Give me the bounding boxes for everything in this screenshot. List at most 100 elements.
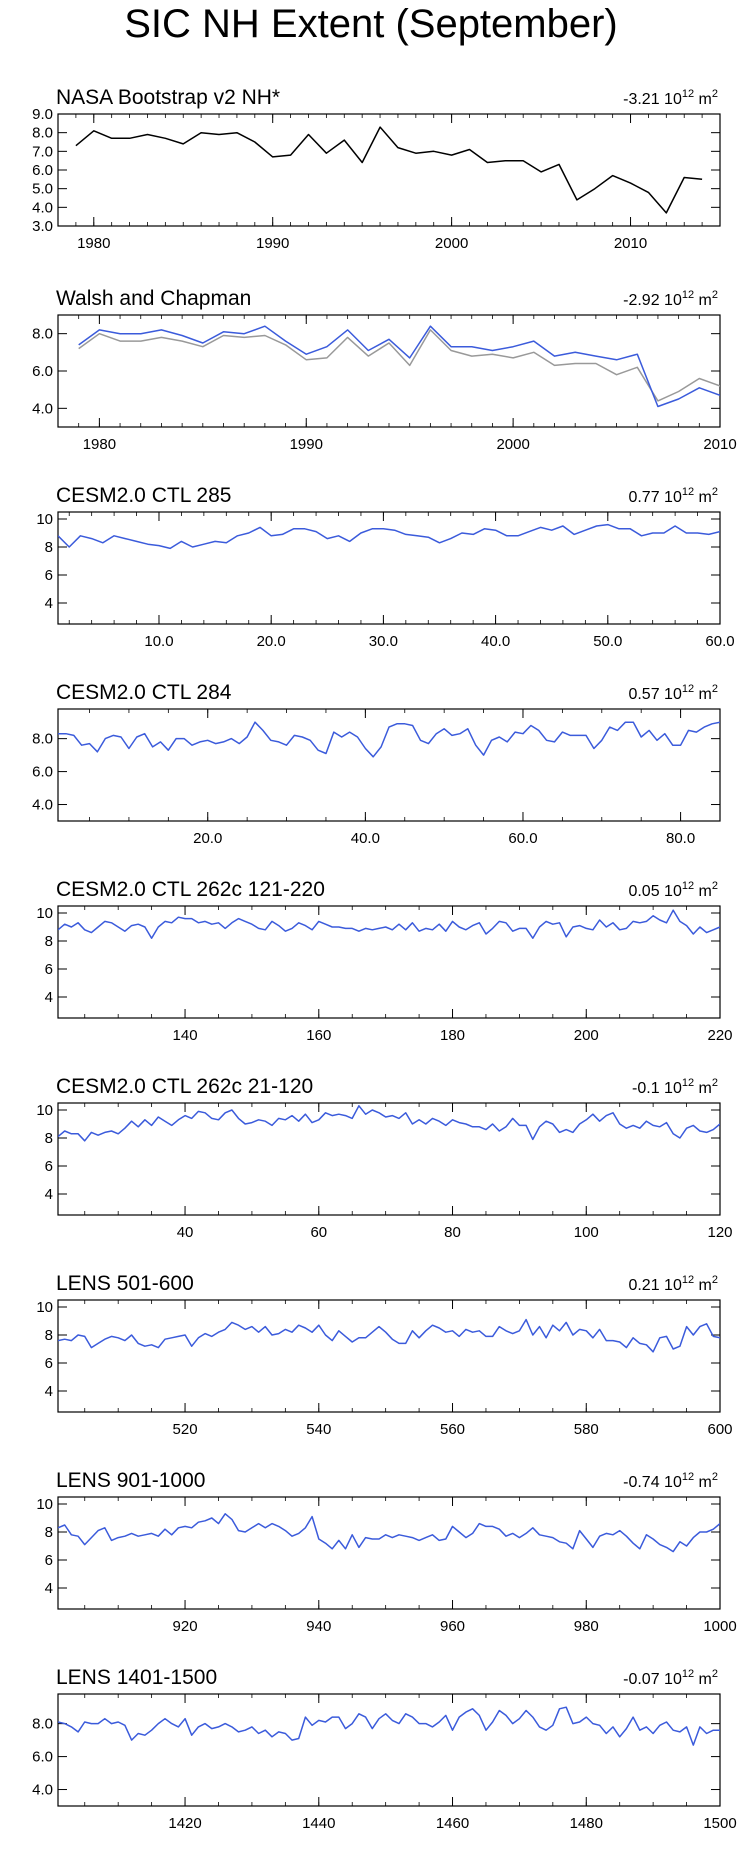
y-tick-label: 4.0: [32, 1782, 53, 1799]
trend-annotation: 0.05 1012 m2: [628, 880, 718, 900]
x-tick-label: 1480: [570, 1815, 603, 1828]
x-tick-label: 600: [707, 1421, 732, 1434]
x-tick-label: 580: [574, 1421, 599, 1434]
y-tick-label: 5.0: [32, 181, 53, 198]
series-line-1: [58, 523, 720, 550]
x-tick-label: 1990: [256, 235, 289, 252]
chart-title: CESM2.0 CTL 284: [56, 681, 232, 704]
plot-frame: [57, 113, 721, 227]
x-tick-label: 1440: [302, 1815, 335, 1828]
plot-frame: [57, 1496, 721, 1610]
y-tick-label: 4.0: [32, 199, 53, 216]
y-tick-label: 8.0: [32, 125, 53, 142]
chart-panel-6: CESM2.0 CTL 262c 21-120 -0.1 1012 m2 40 60 8…: [36, 1075, 732, 1237]
chart-title: CESM2.0 CTL 285: [56, 484, 231, 507]
y-tick-label: 6: [45, 1552, 53, 1569]
x-tick-label: 2000: [435, 235, 468, 252]
series-line-1: [58, 1513, 720, 1553]
y-tick-label: 4: [45, 1383, 53, 1400]
y-tick-label: 10: [36, 511, 53, 528]
y-tick-label: 6.0: [32, 363, 53, 380]
x-tick-label: 160: [306, 1027, 331, 1040]
x-tick-label: 40: [177, 1224, 194, 1237]
y-tick-label: 10: [36, 1102, 53, 1119]
x-tick-label: 560: [440, 1421, 465, 1434]
chart-title: LENS 1401-1500: [56, 1666, 217, 1689]
x-tick-label: 1980: [83, 436, 116, 449]
y-tick-label: 3.0: [32, 218, 53, 235]
chart-panel-9: LENS 1401-1500 -0.07 1012 m2 1420 1440 1460 1…: [32, 1666, 737, 1828]
y-tick-label: 8.0: [32, 1716, 53, 1733]
y-tick-label: 8.0: [32, 731, 53, 748]
x-tick-label: 60.0: [508, 830, 537, 843]
x-tick-label: 960: [440, 1618, 465, 1631]
x-tick-label: 980: [574, 1618, 599, 1631]
trend-annotation: -0.07 1012 m2: [623, 1668, 718, 1688]
chart-title: Walsh and Chapman: [56, 287, 251, 310]
trend-annotation: 0.77 1012 m2: [628, 486, 718, 506]
x-tick-label: 1980: [77, 235, 110, 252]
x-tick-label: 520: [173, 1421, 198, 1434]
series-line-1: [78, 329, 720, 402]
series-line-2: [78, 325, 720, 408]
trend-annotation: -0.74 1012 m2: [623, 1471, 718, 1491]
y-tick-label: 6: [45, 567, 53, 584]
trend-annotation: -2.92 1012 m2: [623, 289, 718, 309]
x-tick-label: 20.0: [257, 633, 286, 646]
trend-annotation: 0.21 1012 m2: [628, 1274, 718, 1294]
plot-frame: [57, 1102, 721, 1216]
x-tick-label: 60: [310, 1224, 327, 1237]
x-tick-label: 60.0: [705, 633, 734, 646]
chart-title: LENS 501-600: [56, 1272, 194, 1295]
chart-panel-4: CESM2.0 CTL 284 0.57 1012 m2 20.0 40.0 60.0 8…: [32, 681, 721, 843]
y-tick-label: 4: [45, 989, 53, 1006]
x-tick-label: 220: [707, 1027, 732, 1040]
y-tick-label: 8: [45, 933, 53, 950]
x-tick-label: 50.0: [593, 633, 622, 646]
x-tick-label: 40.0: [481, 633, 510, 646]
y-tick-label: 10: [36, 905, 53, 922]
chart-panel-5: CESM2.0 CTL 262c 121-220 0.05 1012 m2 140 1…: [36, 878, 732, 1040]
y-tick-label: 4: [45, 595, 53, 612]
plot-frame: [57, 1299, 721, 1413]
x-tick-label: 100: [574, 1224, 599, 1237]
y-tick-label: 6.0: [32, 764, 53, 781]
x-tick-label: 940: [306, 1618, 331, 1631]
plot-frame: [57, 708, 721, 822]
y-tick-label: 4.0: [32, 797, 53, 814]
y-tick-label: 4: [45, 1580, 53, 1597]
x-tick-label: 920: [173, 1618, 198, 1631]
y-tick-label: 8: [45, 1327, 53, 1344]
x-tick-label: 2010: [703, 436, 736, 449]
y-tick-label: 6: [45, 1355, 53, 1372]
chart-title: CESM2.0 CTL 262c 121-220: [56, 878, 325, 901]
x-tick-label: 40.0: [351, 830, 380, 843]
chart-panel-8: LENS 901-1000 -0.74 1012 m2 920 940 960 980 10…: [36, 1469, 736, 1631]
y-tick-label: 10: [36, 1496, 53, 1513]
series-line-1: [58, 721, 720, 758]
trend-annotation: -3.21 1012 m2: [623, 88, 718, 108]
x-tick-label: 2000: [496, 436, 529, 449]
y-tick-label: 6: [45, 1158, 53, 1175]
chart-title: NASA Bootstrap v2 NH*: [56, 86, 280, 109]
y-tick-label: 8: [45, 1524, 53, 1541]
chart-panel-1: NASA Bootstrap v2 NH* -3.21 1012 m2 1980 19…: [32, 86, 721, 252]
trend-annotation: -0.1 1012 m2: [632, 1077, 718, 1097]
x-tick-label: 120: [707, 1224, 732, 1237]
x-tick-label: 200: [574, 1027, 599, 1040]
chart-panel-3: CESM2.0 CTL 285 0.77 1012 m2 10.0 20.0 30.0 4…: [36, 484, 734, 646]
y-tick-label: 8: [45, 1130, 53, 1147]
series-line-1: [58, 1105, 720, 1142]
y-tick-label: 4.0: [32, 400, 53, 417]
plot-frame: [57, 314, 721, 428]
x-tick-label: 20.0: [193, 830, 222, 843]
y-tick-label: 6: [45, 961, 53, 978]
x-tick-label: 140: [173, 1027, 198, 1040]
page-title: SIC NH Extent (September): [124, 2, 618, 46]
x-tick-label: 2010: [614, 235, 647, 252]
trend-annotation: 0.57 1012 m2: [628, 683, 718, 703]
y-tick-label: 7.0: [32, 143, 53, 160]
y-tick-label: 10: [36, 1299, 53, 1316]
y-tick-label: 8.0: [32, 326, 53, 343]
